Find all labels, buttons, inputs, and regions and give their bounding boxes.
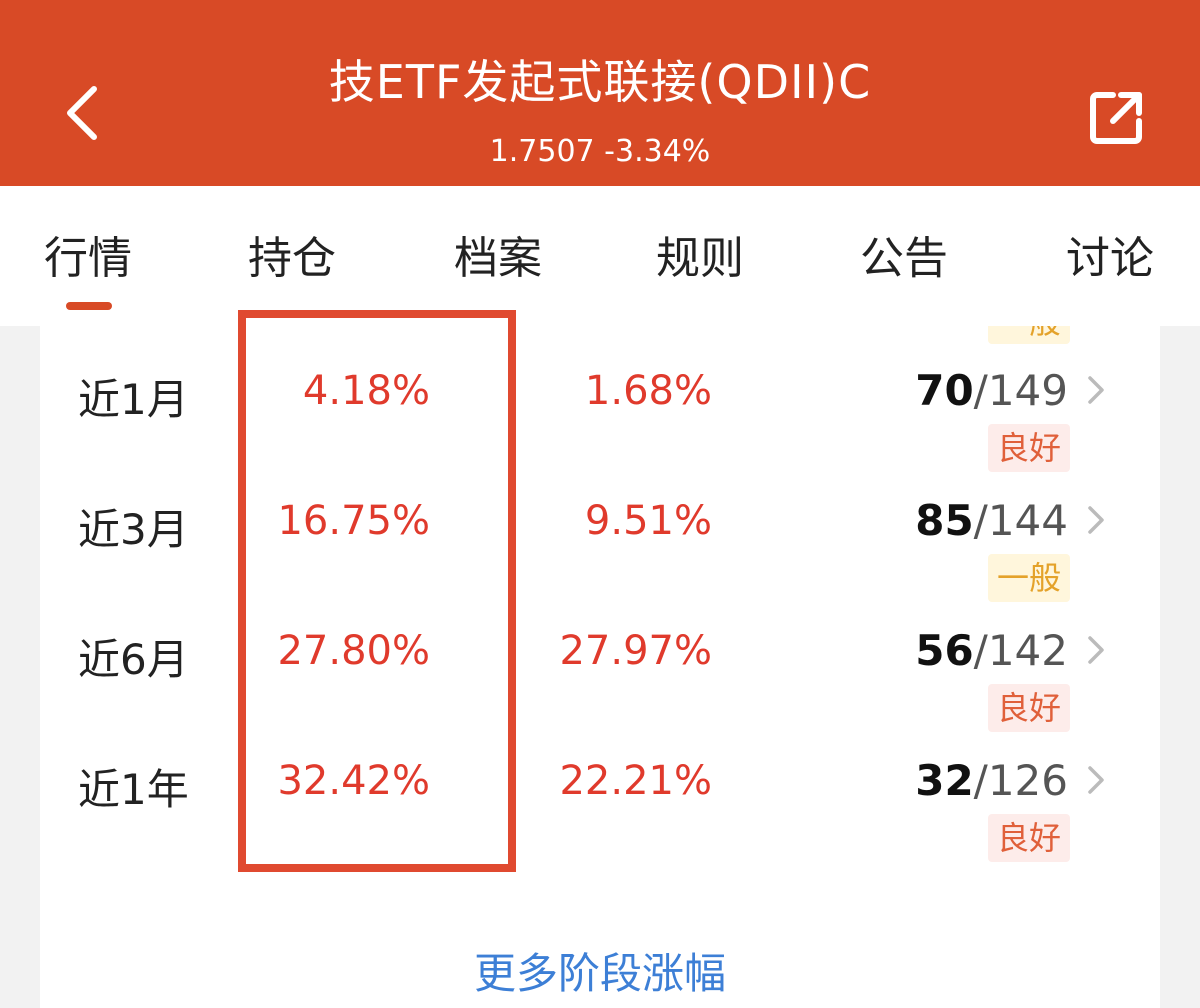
rank-number: 56 — [915, 626, 974, 675]
fund-return: 4.18% — [302, 368, 430, 414]
rank-total: 149 — [987, 366, 1068, 415]
rank-slash: / — [973, 496, 988, 545]
performance-row[interactable]: 近3月 16.75% 9.51% 85/144 一般 — [40, 496, 1160, 626]
rating-badge: 良好 — [988, 684, 1070, 732]
share-icon — [1090, 92, 1142, 144]
period-label: 近1年 — [78, 765, 189, 814]
period-label: 近3月 — [78, 505, 189, 554]
benchmark-return: 22.21% — [559, 758, 712, 804]
rank-slash: / — [973, 626, 988, 675]
rank-total: 126 — [987, 756, 1068, 805]
rank-slash: / — [973, 756, 988, 805]
back-button[interactable] — [52, 78, 112, 148]
fund-title: 技ETF发起式联接(QDII)C — [328, 55, 872, 109]
active-tab-indicator — [66, 302, 112, 310]
rank-value: 85/144 — [880, 496, 1068, 545]
tab-announcements[interactable]: 公告 — [860, 233, 948, 284]
rating-badge: 良好 — [988, 814, 1070, 862]
performance-row[interactable]: 近6月 27.80% 27.97% 56/142 良好 — [40, 626, 1160, 756]
chevron-right-icon — [1088, 766, 1104, 794]
fund-return: 27.80% — [277, 628, 430, 674]
rank-number: 70 — [915, 366, 974, 415]
rank-value: 32/126 — [880, 756, 1068, 805]
performance-card — [40, 326, 1160, 1008]
price-change: 1.7507 -3.34% — [489, 134, 711, 169]
benchmark-return: 9.51% — [584, 498, 712, 544]
rank-value: 70/149 — [880, 366, 1068, 415]
chevron-right-icon — [1088, 376, 1104, 404]
tab-discussion[interactable]: 讨论 — [1066, 233, 1154, 284]
benchmark-return: 27.97% — [559, 628, 712, 674]
tab-holdings[interactable]: 持仓 — [248, 233, 336, 284]
performance-row[interactable]: 近1年 32.42% 22.21% 32/126 良好 — [40, 756, 1160, 886]
rating-badge-partial-text: 一般 — [988, 326, 1070, 344]
benchmark-return: 1.68% — [584, 368, 712, 414]
rank-slash: / — [973, 366, 988, 415]
more-performance-link[interactable]: 更多阶段涨幅 — [473, 949, 726, 998]
rank-number: 32 — [915, 756, 974, 805]
rank-total: 144 — [987, 496, 1068, 545]
chevron-right-icon — [1088, 506, 1104, 534]
period-label: 近6月 — [78, 635, 189, 684]
rank-total: 142 — [987, 626, 1068, 675]
tab-rules[interactable]: 规则 — [656, 233, 744, 284]
top-bar: 技ETF发起式联接(QDII)C 1.7507 -3.34% — [0, 0, 1200, 186]
tab-bar: 行情 持仓 档案 规则 公告 讨论 — [0, 186, 1200, 326]
period-label: 近1月 — [78, 375, 189, 424]
share-button[interactable] — [1082, 82, 1152, 152]
fund-return: 16.75% — [277, 498, 430, 544]
fund-return: 32.42% — [277, 758, 430, 804]
highlight-annotation-box — [238, 310, 516, 872]
rating-badge: 一般 — [988, 554, 1070, 602]
chevron-left-icon — [67, 86, 97, 140]
rank-value: 56/142 — [880, 626, 1068, 675]
rating-badge-partial: 一般 — [988, 326, 1070, 344]
tab-market[interactable]: 行情 — [44, 233, 132, 284]
rank-number: 85 — [915, 496, 974, 545]
rating-badge: 良好 — [988, 424, 1070, 472]
tab-profile[interactable]: 档案 — [454, 233, 542, 284]
performance-row[interactable]: 近1月 4.18% 1.68% 70/149 良好 — [40, 366, 1160, 496]
chevron-right-icon — [1088, 636, 1104, 664]
